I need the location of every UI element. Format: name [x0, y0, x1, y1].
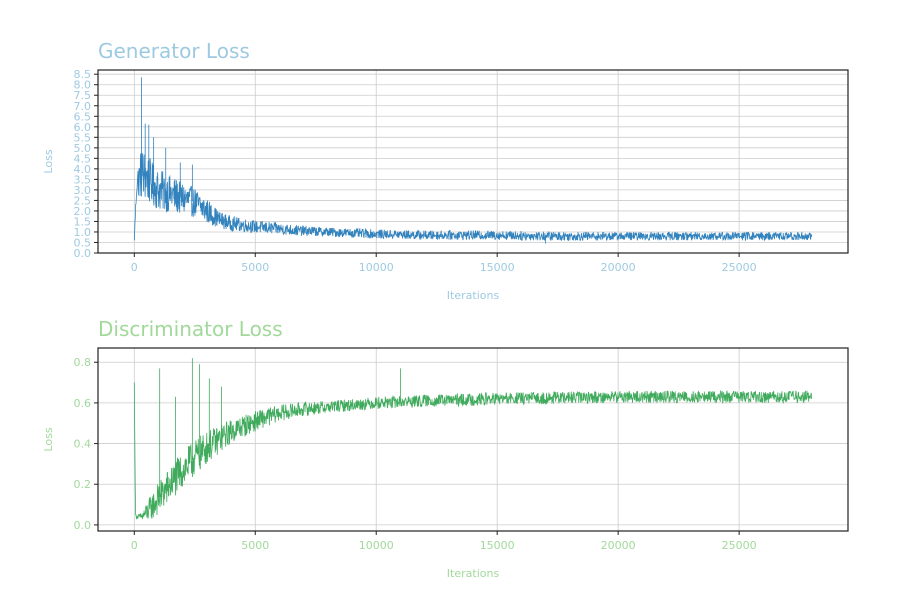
grid — [98, 70, 848, 254]
y-tick-label: 4.0 — [74, 163, 92, 176]
x-axis-ticks: 0 5000 10000 15000 20000 25000 — [131, 253, 757, 274]
y-tick-label: 7.5 — [74, 89, 92, 102]
series-line — [133, 358, 813, 520]
y-tick-label: 8.0 — [74, 79, 92, 92]
y-tick-label: 0.4 — [74, 438, 92, 451]
x-tick-label: 20000 — [601, 539, 636, 552]
x-tick-label: 15000 — [480, 261, 515, 274]
x-tick-label: 0 — [131, 539, 138, 552]
x-tick-label: 5000 — [241, 261, 269, 274]
y-tick-label: 0.0 — [74, 519, 92, 532]
y-tick-label: 0.6 — [74, 397, 92, 410]
y-tick-label: 3.0 — [74, 184, 92, 197]
y-tick-label: 8.5 — [74, 68, 92, 81]
x-tick-label: 15000 — [480, 539, 515, 552]
x-axis-ticks: 0 5000 10000 15000 20000 25000 — [131, 531, 757, 552]
y-tick-label: 5.5 — [74, 131, 92, 144]
y-tick-label: 2.0 — [74, 205, 92, 218]
y-axis-ticks: 0.00.51.01.52.02.53.03.54.04.55.05.56.06… — [74, 68, 98, 260]
y-tick-label: 5.0 — [74, 142, 92, 155]
grid — [98, 348, 848, 531]
y-tick-label: 0.2 — [74, 478, 92, 491]
y-tick-label: 2.5 — [74, 194, 92, 207]
y-tick-label: 0.5 — [74, 236, 92, 249]
chart-title: Generator Loss — [98, 39, 250, 63]
plot-frame — [97, 69, 849, 254]
y-tick-label: 6.0 — [74, 121, 92, 134]
y-axis-label: Loss — [42, 427, 55, 451]
y-tick-label: 1.5 — [74, 215, 92, 228]
y-tick-label: 1.0 — [74, 226, 92, 239]
x-axis-label: Iterations — [447, 289, 500, 302]
series-line — [133, 77, 813, 244]
y-tick-label: 0.0 — [74, 247, 92, 260]
x-tick-label: 20000 — [601, 261, 636, 274]
chart-title: Discriminator Loss — [98, 317, 283, 341]
y-axis-label: Loss — [42, 149, 55, 173]
x-tick-label: 10000 — [359, 261, 394, 274]
y-tick-label: 7.0 — [74, 100, 92, 113]
y-axis-ticks: 0.0 0.2 0.4 0.6 0.8 — [74, 356, 98, 532]
y-tick-label: 6.5 — [74, 110, 92, 123]
x-tick-label: 0 — [131, 261, 138, 274]
discriminator-loss-chart: Discriminator Loss 0 5000 10000 15000 20000 2… — [42, 317, 849, 580]
y-tick-label: 3.5 — [74, 173, 92, 186]
x-tick-label: 10000 — [359, 539, 394, 552]
plot-frame — [97, 347, 849, 532]
x-tick-label: 25000 — [722, 539, 757, 552]
x-tick-label: 5000 — [241, 539, 269, 552]
y-tick-label: 0.8 — [74, 356, 92, 369]
y-tick-label: 4.5 — [74, 152, 92, 165]
x-axis-label: Iterations — [447, 567, 500, 580]
x-tick-label: 25000 — [722, 261, 757, 274]
generator-loss-chart: Generator Loss 0 5000 10000 15000 20000 25000… — [42, 39, 849, 302]
